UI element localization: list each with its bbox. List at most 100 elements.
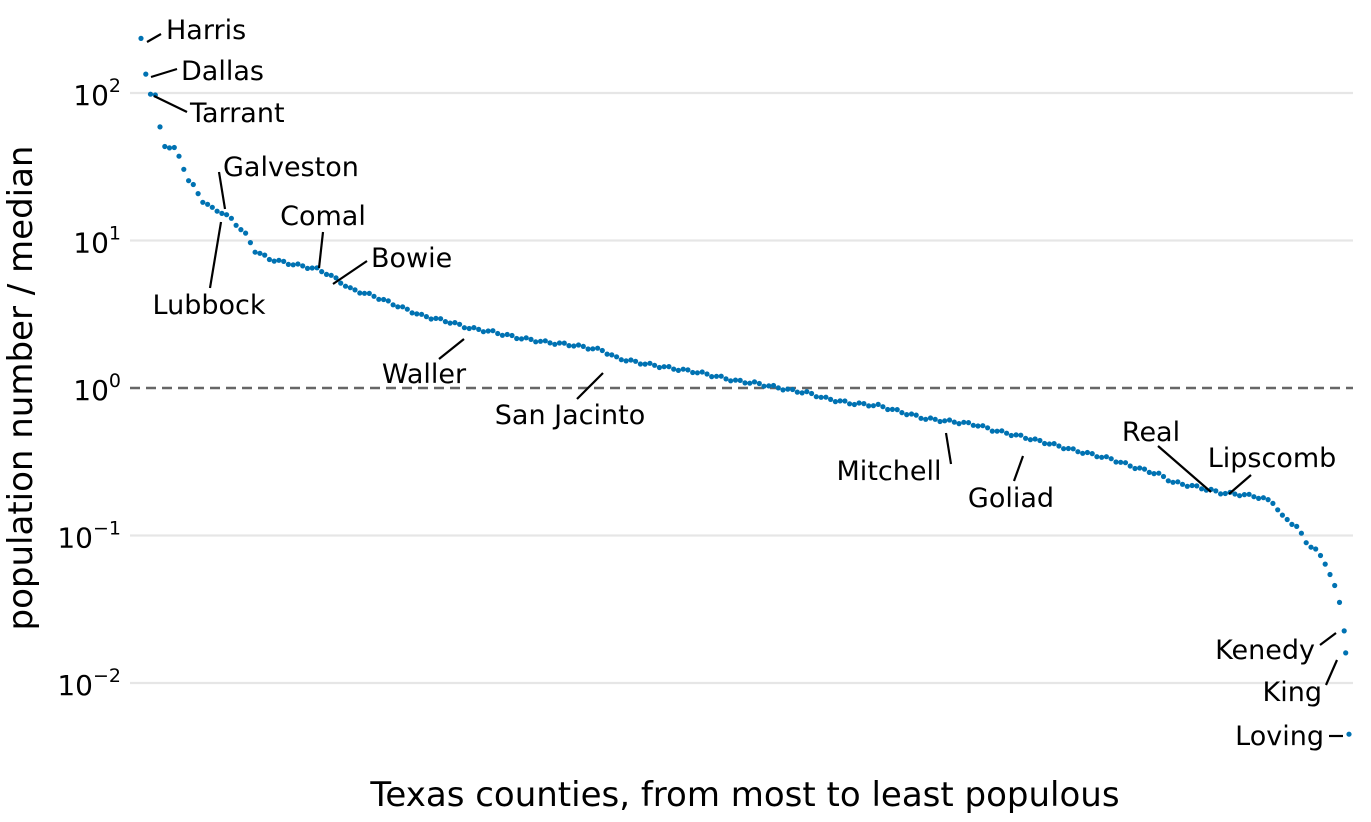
data-point (195, 191, 201, 197)
data-point (828, 396, 834, 402)
data-point (352, 287, 358, 293)
data-point (618, 357, 624, 363)
data-point (1051, 441, 1057, 447)
data-point (975, 423, 981, 429)
data-point (623, 358, 629, 364)
data-point (414, 311, 420, 317)
data-point (1160, 473, 1167, 480)
data-point (162, 143, 168, 150)
data-point (723, 376, 729, 382)
data-point (799, 390, 805, 396)
data-point (880, 404, 886, 410)
data-point (1303, 540, 1309, 546)
data-point (590, 346, 596, 352)
data-point (1151, 471, 1157, 477)
data-point (1103, 454, 1109, 460)
data-point (1146, 469, 1152, 475)
data-point (985, 425, 991, 431)
data-point (1075, 449, 1081, 455)
data-point (1260, 495, 1266, 501)
data-point (775, 385, 781, 391)
data-point (794, 389, 800, 395)
data-point (147, 91, 154, 97)
data-point (913, 412, 919, 418)
leader-line-lubbock (208, 221, 223, 289)
data-point (908, 411, 915, 417)
data-point (732, 377, 739, 383)
data-point (262, 252, 268, 258)
data-point (190, 181, 196, 188)
data-point (1265, 497, 1271, 503)
data-point (918, 415, 924, 421)
data-point (1004, 430, 1010, 436)
data-point (495, 330, 501, 337)
data-point (1042, 440, 1048, 447)
data-point (1246, 491, 1252, 497)
data-point (328, 272, 334, 278)
y-tick-label: 101 (73, 223, 121, 260)
data-point (675, 367, 682, 373)
gridlines (130, 91, 1353, 685)
data-point (927, 415, 934, 421)
data-point (989, 428, 995, 434)
data-point (580, 343, 586, 349)
leader-line-king (1324, 659, 1339, 686)
data-point (1023, 435, 1029, 441)
data-point (1122, 460, 1129, 466)
data-point (861, 401, 867, 407)
data-point (1080, 450, 1086, 456)
data-point (266, 256, 272, 263)
data-points (138, 35, 1352, 737)
data-point (309, 265, 315, 271)
data-point (1061, 446, 1067, 452)
data-point (885, 406, 891, 413)
data-point-king (1343, 650, 1349, 656)
data-point (1241, 492, 1247, 498)
y-tick-label: 102 (73, 75, 121, 112)
data-point (999, 428, 1005, 434)
data-point (1194, 483, 1200, 489)
data-point (1165, 478, 1171, 484)
data-point (932, 416, 938, 422)
data-point (1275, 507, 1281, 513)
data-point (457, 321, 463, 327)
data-point (514, 335, 520, 342)
data-point (837, 398, 843, 404)
data-point (994, 428, 1000, 434)
data-point (566, 343, 572, 349)
data-point (400, 304, 406, 310)
data-point (656, 364, 663, 371)
data-point (1298, 530, 1304, 536)
data-point (790, 386, 796, 393)
county-label-galveston: Galveston (223, 152, 359, 183)
data-point (404, 306, 410, 312)
leader-line-mitchell (944, 432, 953, 465)
county-label-comal: Comal (280, 201, 366, 232)
data-point (1213, 488, 1219, 494)
data-point (347, 285, 353, 291)
data-point (1179, 481, 1186, 487)
data-point (471, 325, 477, 331)
data-point (685, 367, 691, 373)
annotations: Harris Dallas Tarrant Galveston Lubbock Comal… (146, 15, 1343, 752)
data-point (780, 387, 786, 393)
data-point (285, 261, 291, 267)
data-point (423, 314, 429, 320)
data-point (956, 421, 962, 427)
data-point (342, 283, 349, 289)
data-point (1065, 445, 1071, 452)
data-point (642, 361, 648, 367)
data-point (661, 364, 667, 370)
county-label-king: King (1263, 677, 1322, 708)
leader-line-dallas (150, 67, 178, 79)
data-point (1189, 482, 1195, 489)
county-label-lubbock: Lubbock (153, 290, 266, 321)
data-point (604, 351, 610, 357)
data-point (671, 366, 677, 372)
data-point (171, 144, 177, 151)
data-point (295, 261, 301, 267)
county-label-san-jacinto: San Jacinto (495, 400, 645, 431)
data-point (904, 412, 910, 418)
data-point (1218, 491, 1224, 497)
data-point (1232, 491, 1238, 497)
